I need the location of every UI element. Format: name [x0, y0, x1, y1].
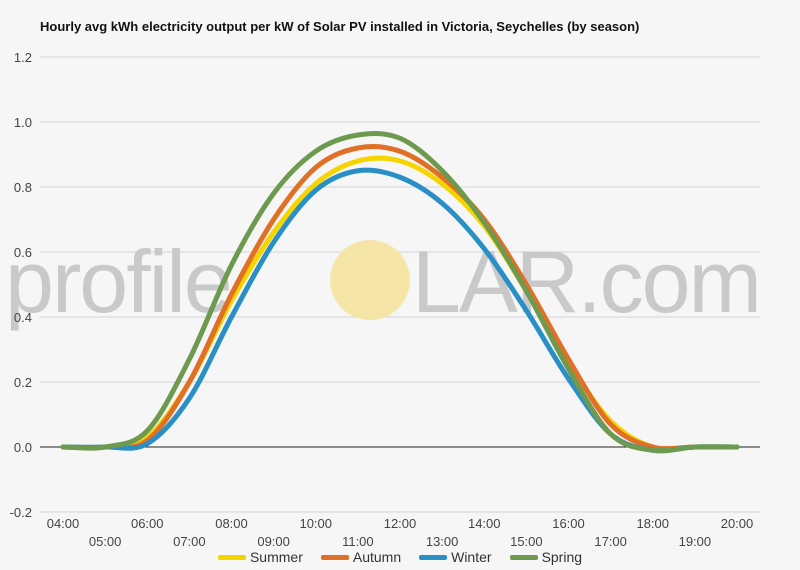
x-tick-label: 13:00 — [426, 534, 459, 549]
series-line-autumn — [60, 144, 740, 452]
x-tick-label: 16:00 — [552, 516, 585, 531]
x-tick-label: 04:00 — [47, 516, 80, 531]
legend-item-spring: Spring — [509, 549, 583, 565]
x-tick-label: 07:00 — [173, 534, 206, 549]
x-tick-label: 09:00 — [257, 534, 290, 549]
legend-swatch — [509, 554, 538, 560]
y-tick-label: 0.0 — [14, 440, 32, 455]
series-layer — [60, 131, 740, 454]
x-tick-label: 14:00 — [468, 516, 501, 531]
x-tick-label: 20:00 — [721, 516, 754, 531]
chart-title: Hourly avg kWh electricity output per kW… — [40, 19, 640, 34]
legend-swatch — [320, 554, 349, 560]
grid-layer — [40, 56, 760, 513]
legend-swatch — [419, 554, 448, 560]
y-tick-label: 0.2 — [14, 375, 32, 390]
x-tick-label: 06:00 — [131, 516, 164, 531]
y-tick-label: -0.2 — [10, 505, 32, 520]
x-tick-label: 15:00 — [510, 534, 543, 549]
x-tick-label: 19:00 — [679, 534, 712, 549]
watermark-text-right: LAR.com — [412, 232, 760, 331]
legend-item-winter: Winter — [419, 549, 492, 565]
watermark-sun — [330, 240, 410, 320]
x-tick-label: 10:00 — [299, 516, 332, 531]
x-tick-label: 18:00 — [636, 516, 669, 531]
legend: Summer Autumn Winter Spring — [0, 549, 800, 565]
watermark-text-left: profile — [5, 232, 231, 331]
y-tick-label: 0.8 — [14, 180, 32, 195]
x-tick-label: 08:00 — [215, 516, 248, 531]
legend-label: Spring — [541, 549, 583, 565]
x-tick-label: 12:00 — [384, 516, 417, 531]
legend-label: Autumn — [352, 549, 402, 565]
watermark: profile LAR.com — [5, 232, 762, 331]
legend-label: Summer — [249, 549, 303, 565]
y-tick-label: 1.2 — [14, 50, 32, 65]
x-tick-label: 05:00 — [89, 534, 122, 549]
series-line-spring — [60, 131, 740, 454]
x-tick-label: 17:00 — [594, 534, 627, 549]
y-tick-label: 1.0 — [14, 115, 32, 130]
y-tick-label: 0.4 — [14, 310, 32, 325]
legend-label: Winter — [451, 549, 492, 565]
legend-item-autumn: Autumn — [320, 549, 402, 565]
legend-swatch — [217, 554, 246, 560]
axis-layer: -0.2 0.0 0.2 0.4 0.6 0.8 1.0 1.2 04:00 05:00 06:00… — [10, 50, 754, 549]
y-tick-label: 0.6 — [14, 245, 32, 260]
legend-item-summer: Summer — [217, 549, 303, 565]
x-tick-label: 11:00 — [342, 534, 374, 549]
